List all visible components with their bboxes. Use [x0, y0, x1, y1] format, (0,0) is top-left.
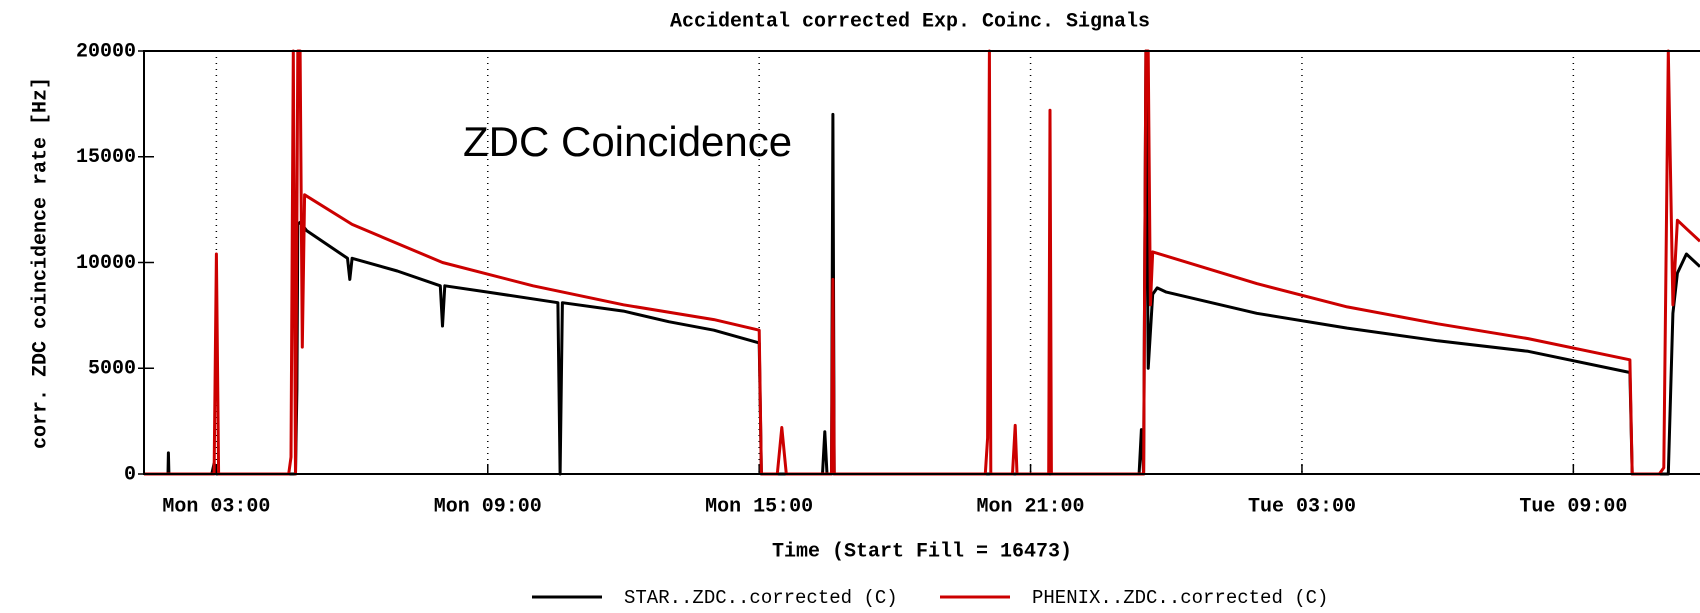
annotation: ZDC Coincidence: [463, 118, 792, 165]
data-line: [144, 49, 1700, 476]
y-tick-label: 20000: [76, 40, 136, 63]
x-tick-label: Mon 15:00: [705, 495, 813, 518]
x-tick-label: Tue 03:00: [1248, 495, 1356, 518]
chart-title: Accidental corrected Exp. Coinc. Signals: [670, 10, 1150, 33]
x-tick-label: Mon 09:00: [434, 495, 542, 518]
x-tick-label: Tue 09:00: [1519, 495, 1627, 518]
y-tick-label: 15000: [76, 146, 136, 169]
x-tick-label: Mon 21:00: [977, 495, 1085, 518]
y-axis-label: corr. ZDC coincidence rate [Hz]: [29, 77, 52, 449]
x-tick-label: Mon 03:00: [162, 495, 270, 518]
legend-label: PHENIX..ZDC..corrected (C): [1032, 587, 1328, 609]
x-axis-label: Time (Start Fill = 16473): [772, 540, 1072, 563]
plot-frame: [143, 50, 1700, 475]
y-tick-label: 0: [124, 463, 136, 486]
legend-label: STAR..ZDC..corrected (C): [624, 587, 898, 609]
y-tick-label: 10000: [76, 252, 136, 275]
data-line: [144, 49, 1700, 476]
y-tick-label: 5000: [88, 358, 136, 381]
